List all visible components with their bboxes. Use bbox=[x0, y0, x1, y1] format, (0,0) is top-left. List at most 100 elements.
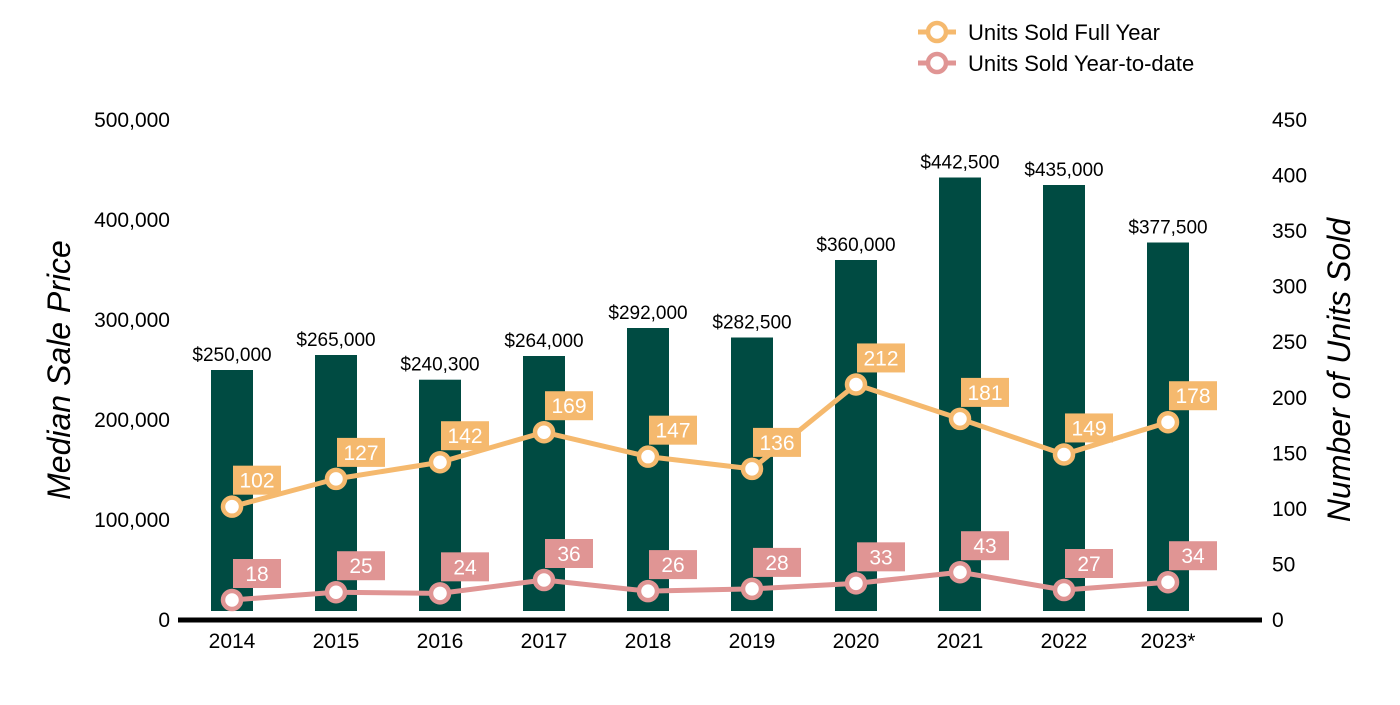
bar-series bbox=[211, 177, 1189, 611]
units-full-year-label-box bbox=[233, 465, 281, 495]
units-ytd-label-box bbox=[1065, 549, 1113, 578]
left-tick-label: 200,000 bbox=[94, 409, 170, 432]
x-tick-label: 2022 bbox=[1041, 630, 1088, 653]
right-tick-label: 200 bbox=[1272, 387, 1307, 410]
units-full-year-label-box bbox=[1065, 413, 1113, 443]
units-ytd-point bbox=[1156, 570, 1180, 594]
units-ytd-data-label: 34 bbox=[1181, 545, 1205, 568]
x-tick-label: 2023* bbox=[1141, 630, 1196, 653]
right-tick-label: 100 bbox=[1272, 498, 1307, 521]
units-full-year-data-label: 127 bbox=[343, 442, 378, 465]
units-ytd-data-label: 24 bbox=[453, 556, 477, 579]
units-ytd-label-box bbox=[233, 559, 281, 588]
units-full-year-data-label: 142 bbox=[447, 425, 482, 448]
units-ytd-point bbox=[740, 577, 764, 601]
bar-value-label: $282,500 bbox=[712, 313, 791, 334]
left-tick-label: 0 bbox=[158, 609, 170, 632]
units-ytd-label-box bbox=[441, 552, 489, 582]
units-ytd-point bbox=[220, 588, 244, 612]
units-ytd-label-box bbox=[1169, 541, 1217, 571]
x-tick-label: 2018 bbox=[625, 630, 672, 653]
x-tick-label: 2021 bbox=[937, 630, 984, 653]
units-full-year-point bbox=[636, 445, 660, 468]
units-ytd-point bbox=[636, 579, 660, 603]
bar-value-labels: $250,000 $265,000 $240,300 $264,000 $292,000… bbox=[192, 153, 1207, 376]
units-full-year-point bbox=[220, 495, 244, 518]
units-ytd-data-label: 33 bbox=[869, 546, 892, 569]
units-ytd-data-label: 28 bbox=[765, 552, 788, 575]
x-tick-label: 2014 bbox=[209, 630, 256, 653]
units-full-year-label-box bbox=[337, 437, 385, 467]
units-ytd-data-label: 18 bbox=[245, 563, 268, 586]
left-tick-label: 300,000 bbox=[94, 309, 170, 332]
units-full-year-point bbox=[532, 420, 556, 444]
x-axis-ticks: 2014 2015 2016 2017 2018 2019 2020 2021 2022 2023… bbox=[209, 630, 1196, 653]
right-tick-label: 150 bbox=[1272, 442, 1307, 465]
units-full-year-label-box bbox=[1169, 381, 1217, 411]
legend-swatch-marker bbox=[925, 51, 949, 75]
units-ytd-data-label: 25 bbox=[349, 555, 372, 578]
bar-value-label: $360,000 bbox=[816, 235, 895, 256]
units-full-year-point bbox=[1052, 443, 1076, 466]
right-tick-label: 0 bbox=[1272, 609, 1284, 632]
right-tick-label: 400 bbox=[1272, 165, 1307, 188]
right-tick-label: 450 bbox=[1272, 109, 1307, 132]
units-ytd-data-label: 27 bbox=[1077, 553, 1100, 576]
bar-value-label: $292,000 bbox=[608, 303, 687, 324]
left-tick-label: 100,000 bbox=[94, 509, 170, 532]
bar-value-label: $240,300 bbox=[400, 355, 479, 376]
bar-value-label: $265,000 bbox=[296, 330, 375, 351]
left-axis-ticks: 0 100,000 200,000 300,000 400,000 500,000 bbox=[94, 109, 170, 632]
line-series: 102 127 142 169 147 136 212 181 149 178 18 25 24 36 26… bbox=[220, 343, 1217, 612]
units-ytd-label-box bbox=[857, 542, 905, 572]
right-axis-ticks: 0 50 100 150 200 250 300 350 400 450 bbox=[1272, 109, 1307, 632]
units-full-year-data-label: 102 bbox=[239, 470, 274, 493]
units-ytd-point bbox=[324, 580, 348, 604]
units-full-year-label-box bbox=[545, 391, 593, 421]
left-tick-label: 500,000 bbox=[94, 109, 170, 132]
x-tick-label: 2019 bbox=[729, 630, 776, 653]
bar bbox=[1043, 185, 1085, 611]
right-tick-label: 250 bbox=[1272, 331, 1307, 354]
units-ytd-label-box bbox=[961, 531, 1009, 561]
units-full-year-data-label: 178 bbox=[1175, 385, 1210, 408]
bar-value-label: $250,000 bbox=[192, 345, 271, 366]
units-ytd-data-label: 43 bbox=[973, 535, 996, 558]
right-tick-label: 300 bbox=[1272, 276, 1307, 299]
units-full-year-data-label: 181 bbox=[967, 382, 1002, 405]
legend-entry-label: Units Sold Full Year bbox=[968, 20, 1160, 45]
units-full-year-data-label: 212 bbox=[863, 347, 898, 370]
units-full-year-point bbox=[324, 467, 348, 491]
units-full-year-label-box bbox=[441, 421, 489, 451]
x-tick-label: 2016 bbox=[417, 630, 464, 653]
units-ytd-point bbox=[428, 582, 452, 605]
units-full-year-line bbox=[231, 381, 1169, 510]
units-ytd-point bbox=[948, 560, 972, 584]
units-full-year-point bbox=[1156, 410, 1180, 434]
bar-value-label: $377,500 bbox=[1128, 218, 1207, 239]
units-full-year-label-box bbox=[649, 415, 697, 445]
units-full-year-point bbox=[740, 457, 764, 481]
units-full-year-point bbox=[948, 407, 972, 431]
units-ytd-point bbox=[844, 572, 868, 595]
units-ytd-point bbox=[1052, 578, 1076, 602]
right-tick-label: 50 bbox=[1272, 553, 1295, 576]
units-full-year-label-box bbox=[857, 343, 905, 373]
legend-entry-label: Units Sold Year-to-date bbox=[968, 51, 1194, 76]
units-full-year-data-label: 149 bbox=[1071, 417, 1106, 440]
bar-value-label: $435,000 bbox=[1024, 160, 1103, 181]
units-full-year-label-box bbox=[961, 377, 1009, 407]
left-tick-label: 400,000 bbox=[94, 209, 170, 232]
units-full-year-point bbox=[844, 373, 868, 396]
units-ytd-label-box bbox=[337, 551, 385, 581]
legend-swatch-marker bbox=[925, 20, 949, 44]
units-full-year-point bbox=[428, 450, 452, 474]
units-full-year-label-box bbox=[753, 427, 801, 457]
bar-value-label: $442,500 bbox=[920, 153, 999, 174]
legend: Units Sold Full Year Units Sold Year-to-d… bbox=[918, 20, 1194, 76]
units-ytd-label-box bbox=[545, 539, 593, 568]
units-ytd-label-box bbox=[753, 547, 801, 577]
x-tick-label: 2015 bbox=[313, 630, 360, 653]
